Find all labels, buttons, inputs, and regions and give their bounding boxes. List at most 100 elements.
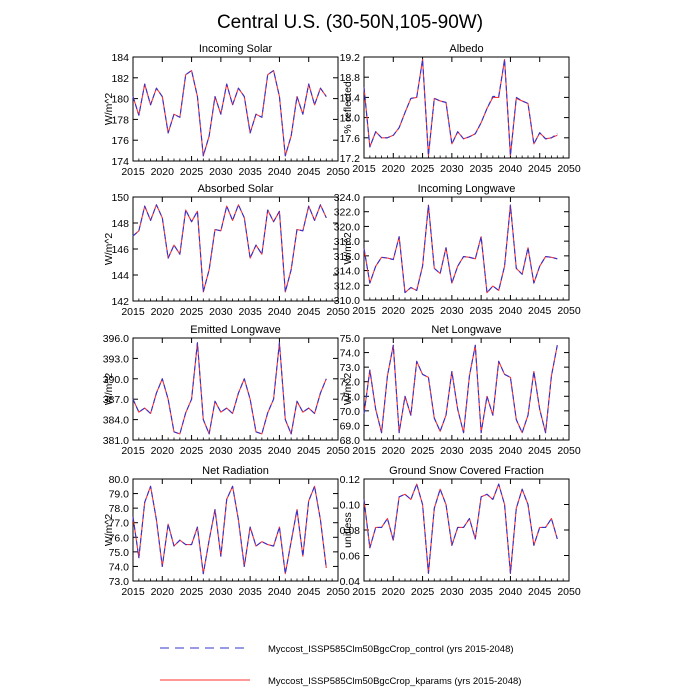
x-tick-label: 2040: [499, 163, 523, 175]
y-axis-label: W/m^2: [342, 373, 354, 406]
y-tick-label: 176: [111, 135, 129, 147]
y-tick-label: 73.0: [109, 576, 130, 588]
x-tick-label: 2020: [151, 445, 175, 457]
plot-frame: [363, 196, 570, 301]
panel-6: Net Longwave W/m^2 2015 2020 2025 2030 2035 204…: [340, 324, 581, 457]
plot-frame: [132, 56, 339, 162]
legend-label-kparams: Myccost_ISSP585Clm50BgcCrop_kparams (yrs…: [268, 676, 521, 687]
x-tick-label: 2015: [121, 586, 145, 598]
x-tick-label: 2035: [469, 305, 493, 317]
x-tick-label: 2040: [499, 586, 523, 598]
y-tick-label: 322.0: [334, 207, 360, 219]
x-tick-label: 2035: [469, 163, 493, 175]
y-tick-label: 184: [111, 52, 129, 64]
y-tick-label: 0.12: [340, 474, 361, 486]
x-tick-label: 2020: [382, 163, 406, 175]
x-tick-label: 2015: [352, 305, 376, 317]
x-tick-label: 2030: [209, 586, 233, 598]
y-tick-label: 69.0: [340, 420, 361, 432]
x-tick-label: 2035: [238, 166, 262, 178]
x-tick-label: 2050: [326, 586, 350, 598]
x-tick-label: 2025: [180, 306, 204, 318]
x-tick-label: 2035: [469, 586, 493, 598]
y-tick-label: 396.0: [103, 333, 129, 345]
x-tick-label: 2045: [297, 166, 321, 178]
y-tick-label: 17.6: [340, 133, 361, 145]
x-tick-label: 2050: [557, 586, 581, 598]
x-tick-label: 2020: [151, 166, 175, 178]
series-line-control: [132, 485, 327, 575]
x-tick-label: 2020: [382, 586, 406, 598]
x-tick-label: 2050: [557, 445, 581, 457]
y-tick-label: 381.0: [103, 435, 129, 447]
y-tick-label: 148: [111, 218, 129, 230]
panel-title: Incoming Solar: [199, 43, 273, 55]
x-tick-label: 2045: [528, 305, 552, 317]
panel-2: Albedo % reflected 2015 2020 2025 2030 2035 204…: [340, 43, 581, 175]
series-line-control: [132, 342, 327, 435]
y-axis-label: W/m^2: [342, 232, 354, 265]
panel-3: Absorbed Solar W/m^2 2015 2020 2025 2030 2035 2…: [103, 183, 350, 318]
panel-title: Emitted Longwave: [190, 324, 281, 336]
y-axis-label: W/m^2: [103, 373, 115, 406]
y-tick-label: 316.0: [334, 251, 360, 263]
y-tick-label: 390.0: [103, 374, 129, 386]
y-tick-label: 73.0: [340, 362, 361, 374]
y-tick-label: 314.0: [334, 266, 360, 278]
series-line-control: [363, 483, 558, 574]
series-line-control: [132, 69, 327, 157]
y-tick-label: 324.0: [334, 192, 360, 204]
panel-title: Incoming Longwave: [418, 183, 516, 195]
x-tick-label: 2050: [557, 163, 581, 175]
x-tick-label: 2040: [268, 306, 292, 318]
panel-4: Incoming Longwave W/m^2 2015 2020 2025 2030 20…: [334, 183, 581, 317]
legend: Myccost_ISSP585Clm50BgcCrop_control (yrs…: [160, 644, 521, 687]
y-tick-label: 75.0: [340, 333, 361, 345]
panel-8: Ground Snow Covered Fraction unitless 2015…: [340, 465, 581, 598]
x-tick-label: 2050: [326, 445, 350, 457]
y-tick-label: 78.0: [109, 503, 130, 515]
x-tick-label: 2035: [238, 306, 262, 318]
panel-title: Net Longwave: [431, 324, 501, 336]
series-line-kparams: [132, 204, 327, 293]
panel-title: Ground Snow Covered Fraction: [389, 465, 544, 477]
y-tick-label: 180: [111, 94, 129, 106]
y-tick-label: 174: [111, 156, 129, 168]
x-tick-label: 2030: [209, 445, 233, 457]
y-tick-label: 80.0: [109, 474, 130, 486]
x-tick-label: 2040: [268, 445, 292, 457]
y-tick-label: 150: [111, 192, 129, 204]
x-tick-label: 2025: [411, 163, 435, 175]
x-tick-label: 2045: [528, 163, 552, 175]
x-tick-label: 2025: [180, 586, 204, 598]
y-tick-label: 77.0: [109, 518, 130, 530]
x-tick-label: 2035: [238, 445, 262, 457]
y-tick-label: 178: [111, 114, 129, 126]
plot-frame: [363, 337, 570, 441]
y-tick-label: 19.2: [340, 52, 361, 64]
y-tick-label: 18.4: [340, 92, 361, 104]
x-tick-label: 2030: [209, 166, 233, 178]
panels-container: Incoming Solar W/m^2 2015 2020 2025 2030 2035 2…: [103, 43, 581, 598]
panel-1: Incoming Solar W/m^2 2015 2020 2025 2030 2035 2…: [103, 43, 350, 178]
y-axis-label: W/m^2: [103, 233, 115, 266]
series-line-control: [132, 204, 327, 293]
series-line-kparams: [363, 483, 558, 574]
y-tick-label: 71.0: [340, 391, 361, 403]
x-tick-label: 2015: [352, 163, 376, 175]
series-line-kparams: [363, 344, 558, 434]
x-tick-label: 2030: [440, 586, 464, 598]
panel-title: Absorbed Solar: [198, 183, 274, 195]
x-tick-label: 2025: [411, 586, 435, 598]
y-tick-label: 79.0: [109, 489, 130, 501]
y-axis-label: W/m^2: [103, 514, 115, 547]
y-tick-label: 17.2: [340, 153, 361, 165]
series-line-kparams: [132, 69, 327, 157]
main-title: Central U.S. (30-50N,105-90W): [217, 12, 483, 33]
y-tick-label: 18.8: [340, 72, 361, 84]
x-tick-label: 2025: [180, 445, 204, 457]
x-tick-label: 2025: [411, 305, 435, 317]
y-tick-label: 74.0: [340, 348, 361, 360]
y-tick-label: 320.0: [334, 221, 360, 233]
